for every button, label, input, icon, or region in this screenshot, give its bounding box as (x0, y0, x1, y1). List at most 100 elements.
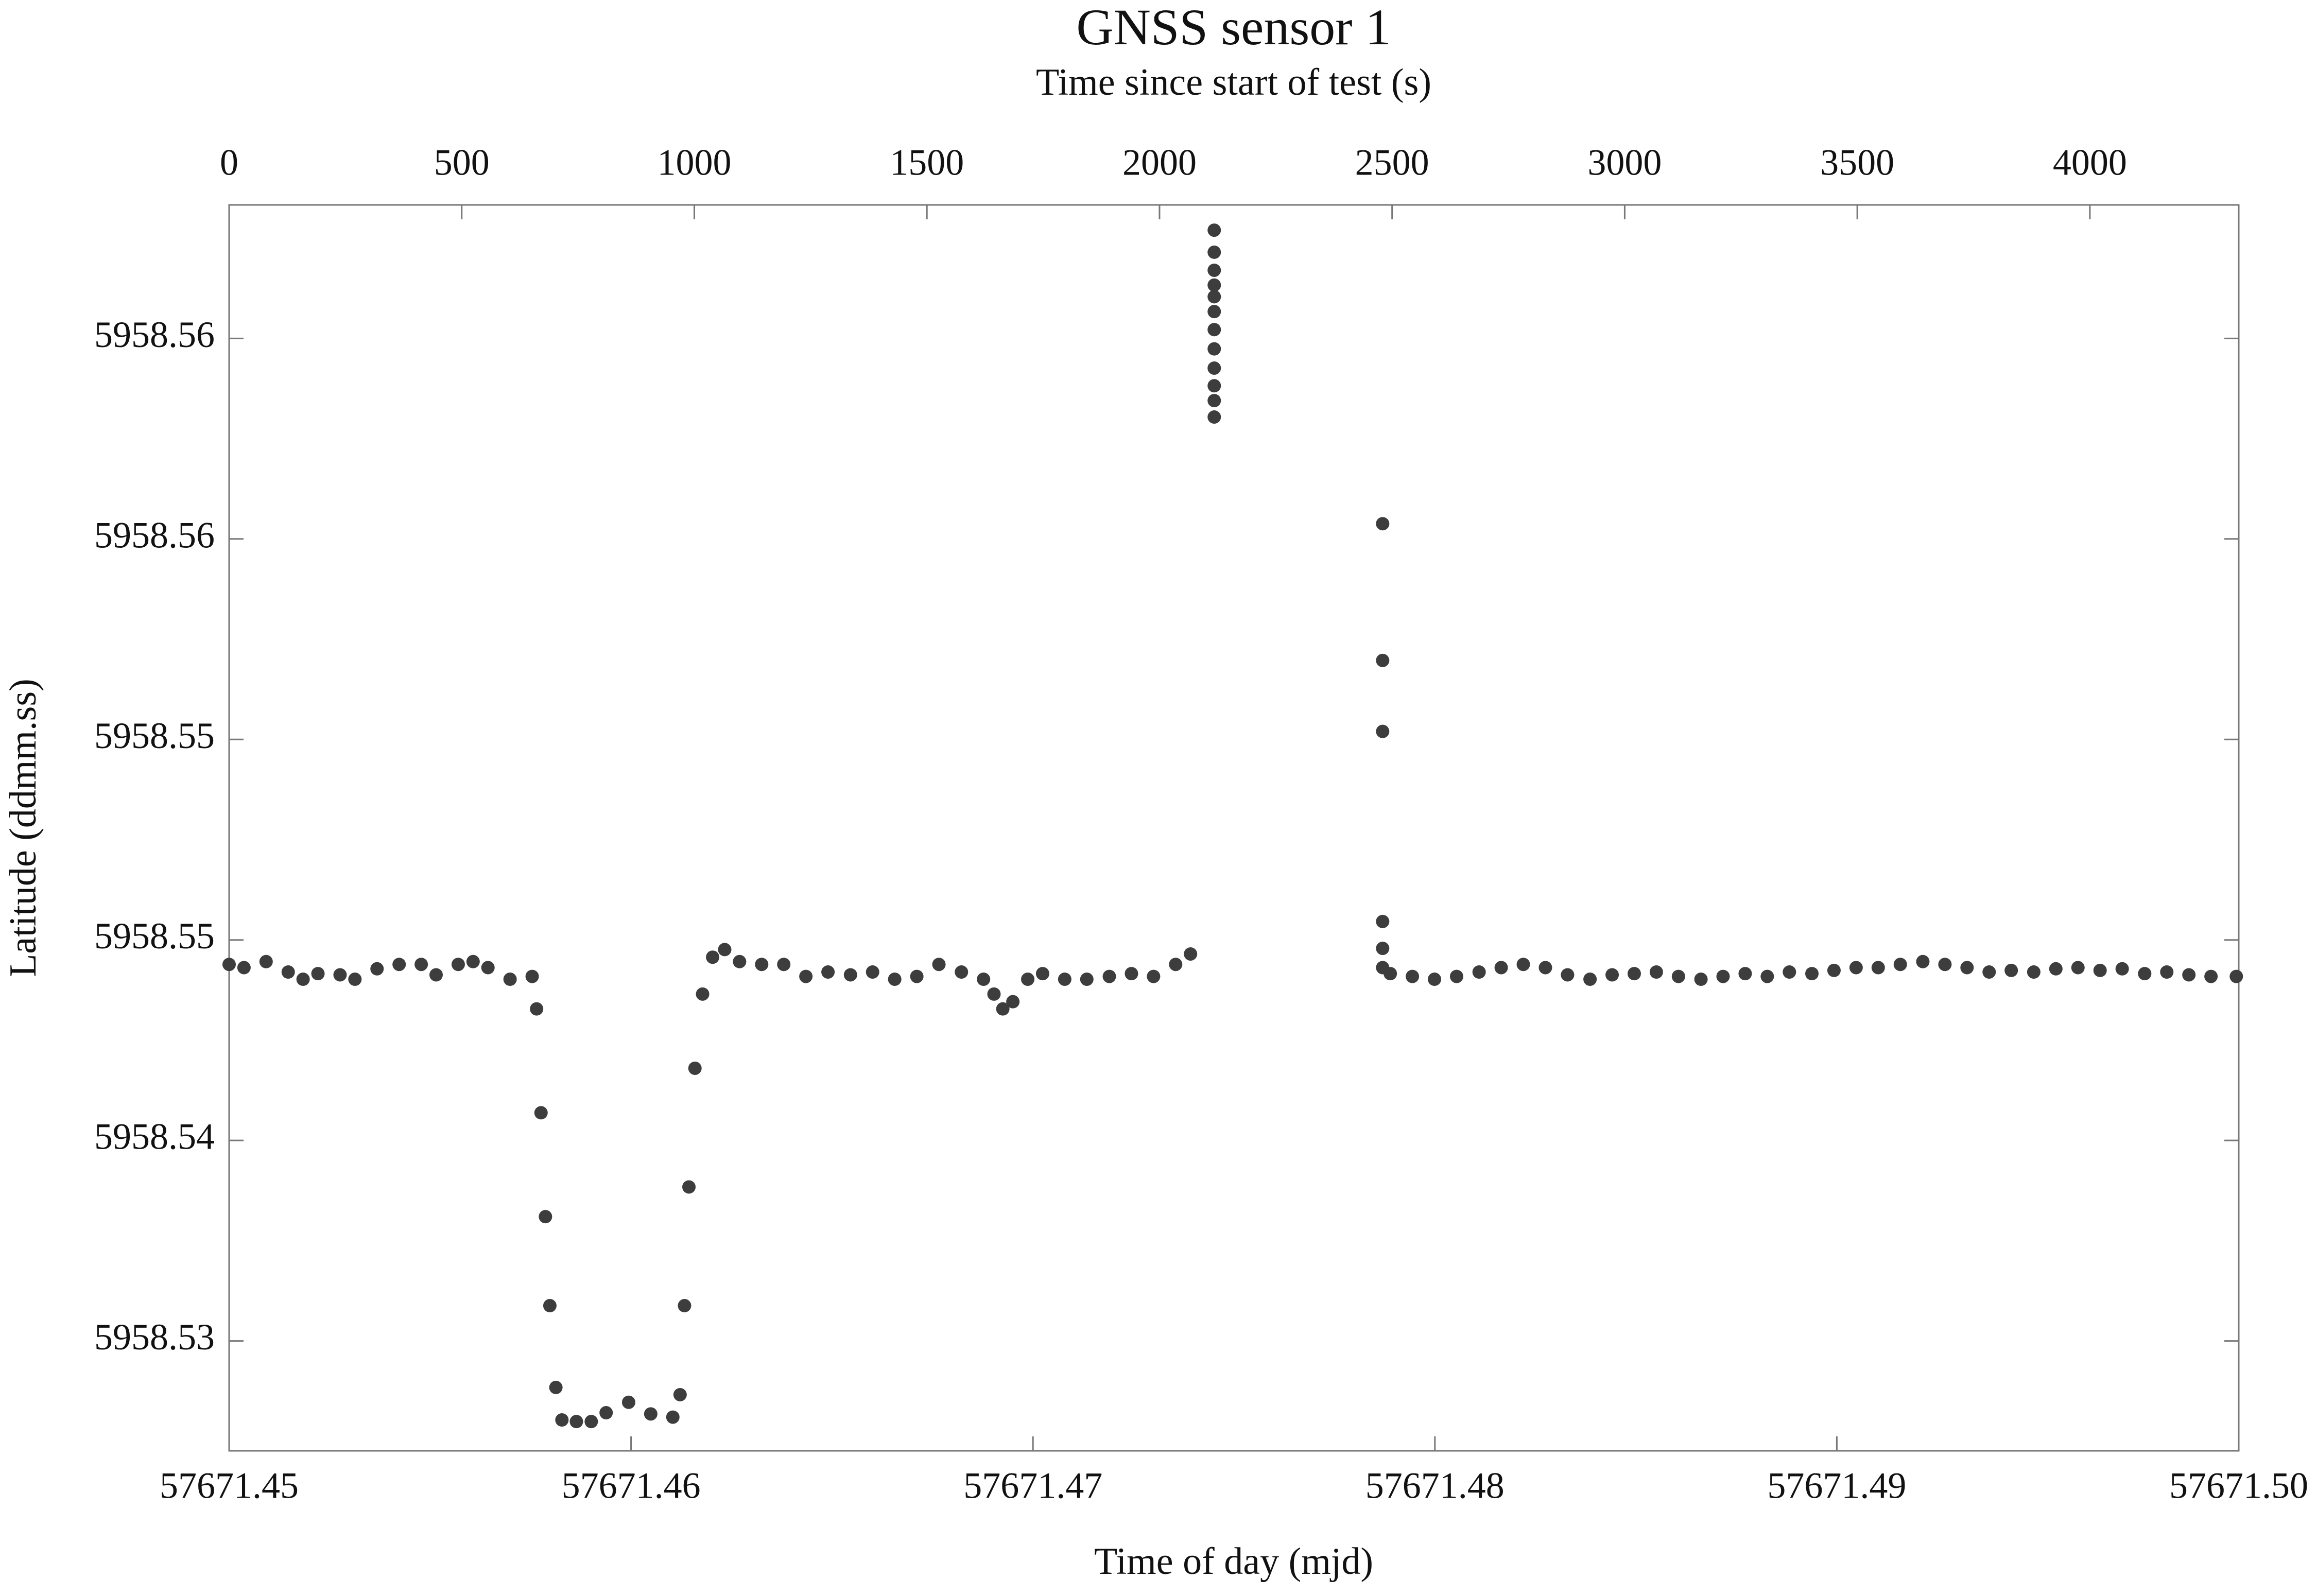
point (1472, 965, 1486, 979)
point (370, 962, 384, 976)
point (1938, 958, 1952, 972)
point (549, 1380, 563, 1394)
y-tick-label: 5958.56 (94, 514, 215, 556)
x-tick-label: 57671.47 (963, 1465, 1102, 1506)
point (530, 1002, 544, 1016)
point (348, 973, 362, 986)
point (821, 965, 835, 979)
point (311, 967, 325, 981)
point (1125, 967, 1138, 981)
point (1783, 965, 1796, 979)
x-tick-label: 57671.49 (1767, 1465, 1906, 1506)
point (932, 958, 946, 972)
point (1080, 973, 1094, 986)
point (503, 973, 517, 986)
point (1207, 379, 1221, 393)
point (222, 958, 236, 972)
point (1538, 961, 1552, 975)
point (1184, 947, 1198, 961)
point (414, 958, 428, 972)
x-tick-label: 57671.50 (2169, 1465, 2308, 1506)
point (539, 1210, 552, 1224)
point (259, 955, 273, 968)
point (1982, 965, 1996, 979)
point (1207, 305, 1221, 319)
point (1376, 914, 1390, 928)
point (281, 965, 295, 979)
point (910, 969, 924, 983)
point (2071, 961, 2085, 975)
point (451, 958, 465, 972)
point (777, 958, 791, 972)
top-tick-label: 2000 (1122, 142, 1197, 183)
point (987, 987, 1001, 1001)
point (2027, 965, 2041, 979)
point (996, 1002, 1010, 1016)
point (1627, 967, 1641, 981)
point (1583, 973, 1597, 986)
point (1207, 245, 1221, 259)
point (333, 968, 347, 982)
x-tick-label: 57671.48 (1365, 1465, 1505, 1506)
point (1376, 724, 1390, 738)
top-tick-label: 0 (220, 142, 238, 183)
point (534, 1106, 548, 1120)
point (2093, 963, 2107, 977)
chart-title: GNSS sensor 1 (1076, 0, 1391, 56)
top-tick-label: 3500 (1820, 142, 1894, 183)
point (1960, 961, 1974, 975)
point (1871, 961, 1885, 975)
point (1006, 995, 1020, 1009)
point (1376, 942, 1390, 956)
top-tick-label: 2500 (1355, 142, 1429, 183)
point (718, 943, 732, 957)
point (2049, 962, 2063, 976)
y-axis-label: Latitude (ddmm.ss) (2, 679, 44, 977)
point (1494, 961, 1508, 975)
point (2160, 965, 2174, 979)
point (1207, 223, 1221, 237)
point (644, 1407, 658, 1421)
y-tick-label: 5958.55 (94, 915, 215, 957)
top-tick-label: 3000 (1587, 142, 1662, 183)
point (2115, 962, 2129, 976)
point (2204, 969, 2218, 983)
point (1102, 969, 1116, 983)
point (1694, 973, 1708, 986)
point (1207, 342, 1221, 356)
point (1376, 653, 1390, 667)
point (678, 1299, 691, 1313)
point (466, 955, 480, 968)
point (1671, 969, 1685, 983)
point (2004, 963, 2018, 977)
point (1058, 973, 1071, 986)
x-axis-label: Time of day (mjd) (1094, 1540, 1373, 1583)
point (2182, 968, 2196, 982)
top-tick-label: 1500 (890, 142, 964, 183)
point (706, 950, 720, 964)
point (1384, 967, 1397, 981)
point (1805, 967, 1819, 981)
point (1916, 955, 1930, 968)
y-tick-label: 5958.56 (94, 314, 215, 355)
x-tick-label: 57671.46 (562, 1465, 701, 1506)
point (481, 961, 495, 975)
point (1561, 968, 1575, 982)
point (1827, 963, 1841, 977)
point (429, 968, 443, 982)
point (799, 969, 813, 983)
point (2138, 967, 2152, 981)
point (599, 1406, 613, 1420)
point (1207, 278, 1221, 292)
point (843, 968, 857, 982)
point (1760, 969, 1774, 983)
top-axis-label: Time since start of test (s) (1036, 61, 1431, 103)
point (866, 965, 879, 979)
point (955, 965, 969, 979)
x-tick-label: 57671.45 (160, 1465, 299, 1506)
point (1021, 973, 1035, 986)
point (977, 973, 991, 986)
point (1169, 958, 1183, 972)
point (1207, 263, 1221, 277)
